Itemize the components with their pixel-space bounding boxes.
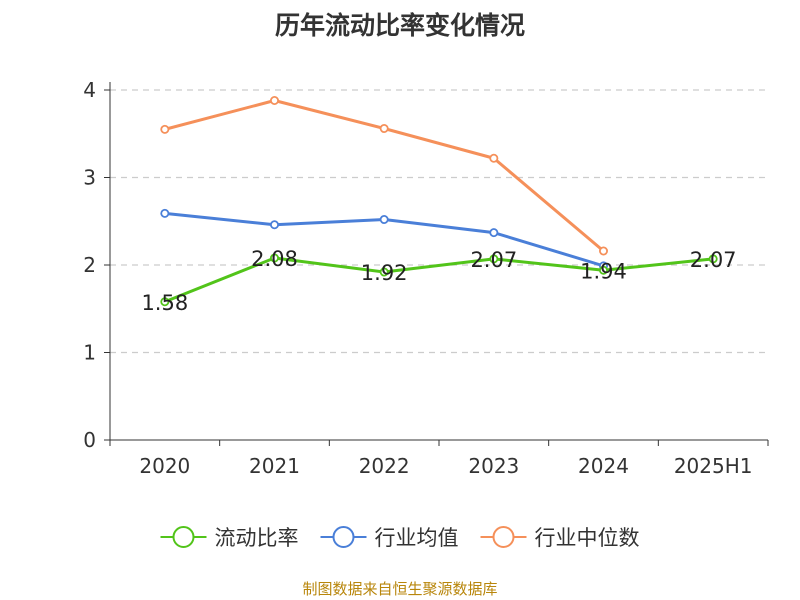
legend-label: 行业均值 xyxy=(375,526,459,550)
data-point xyxy=(489,153,499,163)
legend-swatch-marker xyxy=(492,526,515,548)
data-point xyxy=(160,124,170,134)
data-point xyxy=(599,246,609,256)
grid-lines xyxy=(110,89,768,354)
data-label: 2.07 xyxy=(690,248,737,272)
legend-label: 行业中位数 xyxy=(535,526,640,550)
legend-item[interactable]: 流动比率 xyxy=(160,526,299,550)
chart-title: 历年流动比率变化情况 xyxy=(274,11,525,40)
legend-item[interactable]: 行业均值 xyxy=(320,526,459,550)
data-label: 2.07 xyxy=(470,248,517,272)
data-point xyxy=(269,220,279,230)
data-point xyxy=(160,208,170,218)
legend-swatch-marker xyxy=(332,526,355,548)
x-tick-label: 2023 xyxy=(468,454,519,478)
data-point xyxy=(599,265,609,275)
data-point xyxy=(489,228,499,238)
x-tick-label: 2020 xyxy=(139,454,190,478)
data-point xyxy=(489,254,499,264)
data-point xyxy=(708,254,718,264)
series-lines xyxy=(160,96,718,307)
data-point xyxy=(379,124,389,134)
legend-swatch-marker xyxy=(172,526,195,548)
data-label: 1.58 xyxy=(141,291,188,315)
data-point xyxy=(269,96,279,106)
data-point xyxy=(160,297,170,307)
axes: 0 1 2 3 4 2020 2021 2022 2023 2024 2025H1 xyxy=(83,78,769,478)
data-point xyxy=(269,253,279,263)
y-tick-label: 4 xyxy=(83,78,96,102)
legend-label: 流动比率 xyxy=(215,526,299,550)
legend: 流动比率 行业均值 行业中位数 xyxy=(160,526,640,550)
x-tick-label: 2025H1 xyxy=(674,454,753,478)
data-label: 1.92 xyxy=(361,261,408,285)
y-tick-label: 1 xyxy=(83,341,96,365)
data-point xyxy=(379,214,389,224)
data-label: 1.94 xyxy=(580,259,627,283)
series-line xyxy=(164,99,605,253)
data-label: 2.08 xyxy=(251,247,298,271)
x-tick-label: 2021 xyxy=(249,454,300,478)
data-labels: 1.58 2.08 1.92 2.07 1.94 2.07 xyxy=(141,247,736,315)
data-point xyxy=(379,267,389,277)
series-line xyxy=(164,256,714,304)
y-tick-label: 2 xyxy=(83,253,96,277)
y-tick-label: 3 xyxy=(83,166,96,190)
y-tick-label: 0 xyxy=(83,428,96,452)
x-tick-label: 2022 xyxy=(359,454,410,478)
x-tick-label: 2024 xyxy=(578,454,629,478)
legend-item[interactable]: 行业中位数 xyxy=(480,526,640,550)
source-note: 制图数据来自恒生聚源数据库 xyxy=(302,580,498,598)
